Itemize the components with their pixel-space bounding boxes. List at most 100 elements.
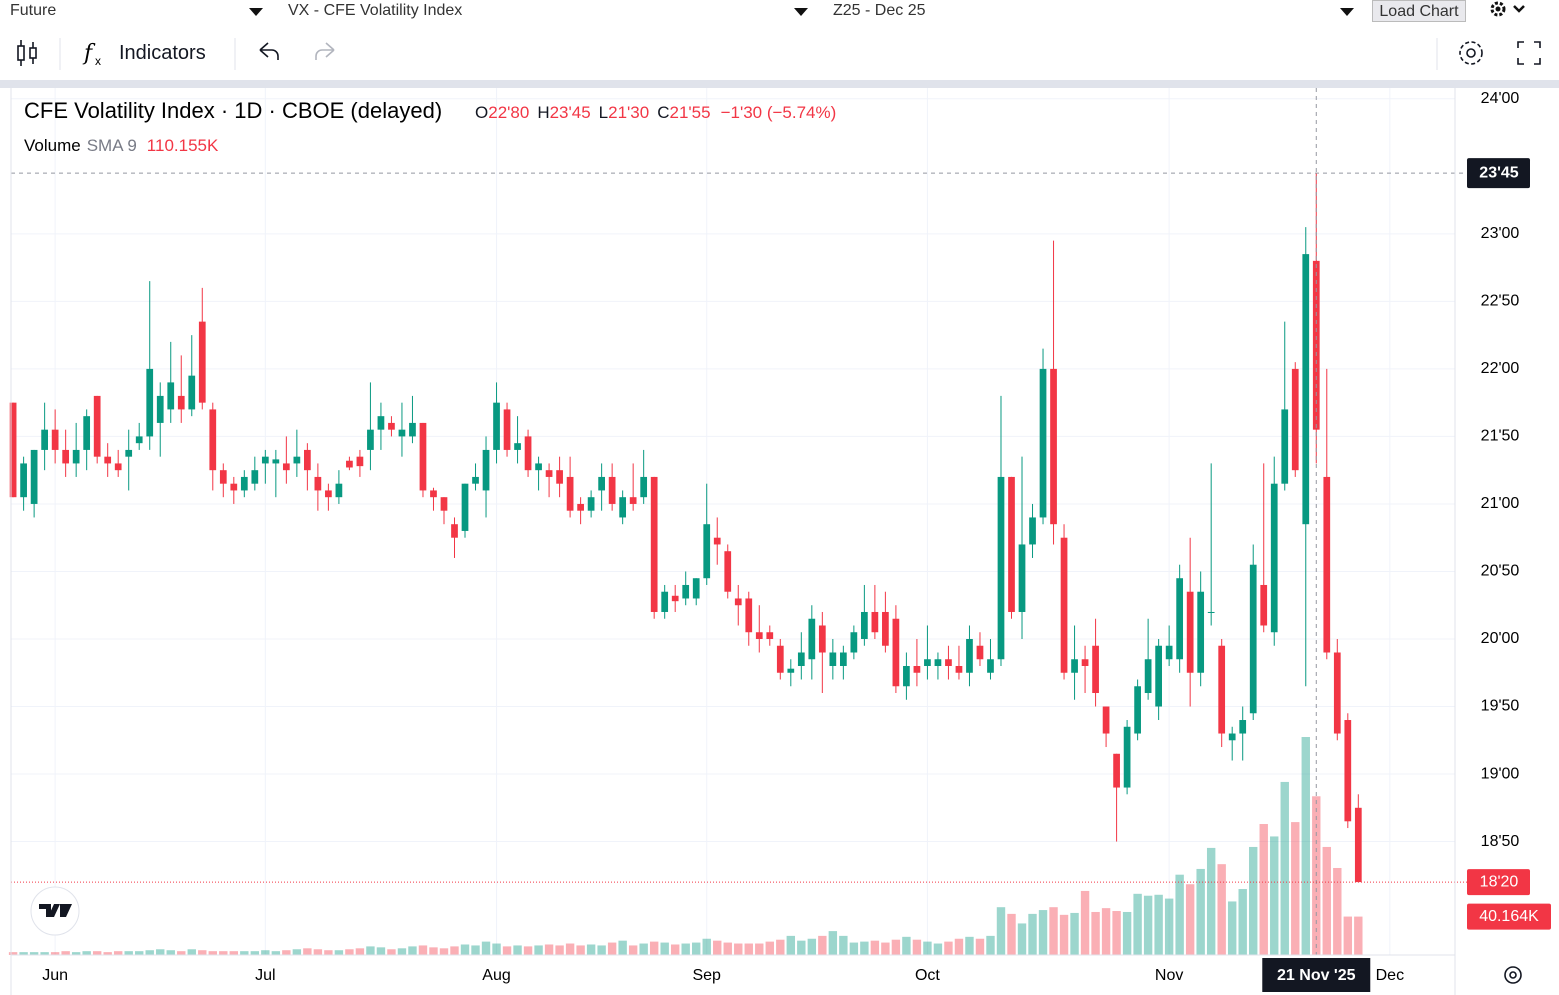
candle-body <box>945 659 952 666</box>
volume-bar <box>113 951 123 955</box>
volume-bar <box>50 952 60 955</box>
contract[interactable]: Z25 - Dec 25 <box>833 2 926 19</box>
candle-body <box>293 456 301 464</box>
candle-body <box>1092 645 1099 694</box>
candle-body <box>598 476 605 491</box>
separator <box>0 80 1559 88</box>
dropdown-arrow[interactable] <box>249 8 263 16</box>
candle-body <box>882 611 889 646</box>
candle-body <box>1039 368 1047 518</box>
candle-body <box>177 395 185 410</box>
volume-bar <box>1175 874 1184 955</box>
chart-background <box>11 88 1559 995</box>
volume-last-box <box>1467 903 1551 930</box>
volume-bar <box>870 940 880 955</box>
volume-bar <box>1091 911 1100 955</box>
volume-bar <box>734 943 743 955</box>
volume-bar <box>1070 912 1079 955</box>
volume-bar <box>156 949 165 955</box>
volume-bar <box>19 952 28 955</box>
candle-body <box>1197 591 1205 673</box>
candle-body <box>924 659 931 666</box>
candle-body <box>272 459 280 464</box>
volume-bar <box>807 938 817 955</box>
volume-bar <box>628 945 638 955</box>
candle-body <box>219 470 227 484</box>
ohlc-value: 21'55 <box>670 103 711 122</box>
dropdown-arrow[interactable] <box>794 8 808 16</box>
candle-body <box>156 395 164 423</box>
ohlc-key: L <box>599 103 608 122</box>
volume-bar <box>460 944 470 955</box>
symbol[interactable]: VX - CFE Volatility Index <box>288 2 463 19</box>
volume-bar <box>1017 923 1027 955</box>
x-tick-label: Nov <box>1155 967 1183 984</box>
volume-bar <box>881 942 890 955</box>
volume-bar <box>40 952 49 955</box>
candle-body <box>335 483 343 498</box>
volume-bar <box>198 950 207 955</box>
redo[interactable] <box>315 42 335 60</box>
candle-body <box>261 456 269 464</box>
candle-body <box>93 395 101 457</box>
candle-body <box>135 436 143 444</box>
volume-bar <box>8 952 18 955</box>
ohlc-value: 22'80 <box>488 103 529 122</box>
volume-bar <box>439 948 449 955</box>
candle-body <box>724 551 732 592</box>
volume-bar <box>1059 914 1069 955</box>
logo-mark <box>39 904 72 917</box>
candle-body <box>230 483 238 491</box>
candle-body <box>671 595 679 602</box>
volume-name: Volume <box>24 136 81 155</box>
settings-menu[interactable] <box>1488 0 1534 20</box>
volume-bar <box>1343 916 1353 955</box>
load-chart-button[interactable]: Load Chart <box>1372 0 1466 22</box>
scale-settings <box>1509 971 1517 979</box>
volume-bar <box>692 942 701 955</box>
fullscreen[interactable] <box>1517 41 1541 65</box>
ohlc-key: O <box>475 103 488 122</box>
volume-bar <box>271 951 281 955</box>
fx-icon[interactable]: x <box>95 54 101 68</box>
y-tick-label: 22'50 <box>1481 293 1520 310</box>
chart-type-icon[interactable] <box>17 40 37 66</box>
candle-body <box>409 422 416 437</box>
undo[interactable] <box>259 42 279 60</box>
candle-body <box>1029 517 1036 545</box>
indicators-button[interactable]: Indicators <box>119 42 206 64</box>
candle-body <box>388 422 395 430</box>
volume-bar <box>1206 847 1216 955</box>
volume-bar <box>544 944 554 955</box>
candle-body <box>1239 720 1247 734</box>
volume-bar <box>166 950 175 955</box>
candle-body <box>9 402 17 498</box>
volume-bar <box>229 951 239 955</box>
ohlc-key: H <box>537 103 549 122</box>
candle-body <box>1228 733 1236 741</box>
candle-body <box>535 463 542 471</box>
symbol-type[interactable]: Future <box>10 2 57 19</box>
volume-bar <box>429 947 438 955</box>
candle-body <box>472 476 479 484</box>
settings[interactable] <box>1459 41 1483 65</box>
x-tick-label: Jun <box>42 967 68 984</box>
candle-body <box>577 503 584 511</box>
volume-bar <box>513 945 522 955</box>
candle-body <box>1302 254 1310 525</box>
volume-bar <box>1133 893 1142 955</box>
dropdown-arrow[interactable] <box>1340 8 1354 16</box>
candle-body <box>1270 483 1278 633</box>
candle-body <box>1144 659 1152 694</box>
volume-bar <box>408 946 417 955</box>
candle-body <box>892 618 900 687</box>
volume-bar <box>1270 836 1279 955</box>
candle-body <box>146 368 154 437</box>
candle-body <box>703 524 711 579</box>
volume-bar <box>944 941 953 955</box>
volume-bar <box>1164 898 1174 955</box>
volume-bar <box>1049 907 1058 955</box>
volume-legend: Volume SMA 9 110.155K <box>24 136 219 155</box>
candle-body <box>41 429 48 450</box>
volume-bar <box>975 938 985 955</box>
